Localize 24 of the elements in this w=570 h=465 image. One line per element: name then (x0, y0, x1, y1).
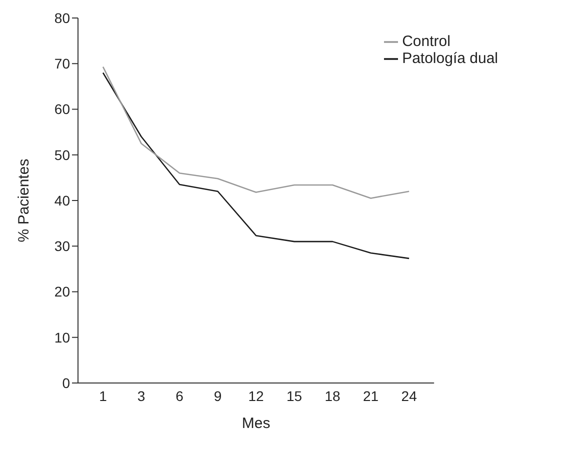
x-tick-label: 6 (176, 388, 184, 404)
y-tick-label: 80 (54, 10, 70, 26)
x-tick-label: 21 (363, 388, 379, 404)
x-tick-label: 3 (137, 388, 146, 404)
x-axis-title: Mes (242, 415, 270, 432)
y-tick-label: 20 (54, 284, 70, 300)
x-tick-label: 1 (99, 388, 108, 404)
legend-label: Control (402, 33, 450, 50)
line-series (102, 66, 410, 199)
y-tick-label: 50 (54, 146, 70, 163)
y-axis-title: % Pacientes (15, 158, 32, 242)
x-tick-label: 12 (248, 388, 264, 404)
legend-label: Patología dual (402, 50, 498, 67)
y-tick-label: 10 (54, 329, 70, 346)
y-tick-label: 30 (54, 238, 70, 254)
x-tick-label: 18 (324, 388, 341, 404)
line-series (102, 72, 410, 260)
x-tick-label: 15 (286, 388, 302, 404)
y-tick-label: 60 (54, 101, 70, 118)
x-tick-label: 9 (214, 388, 222, 404)
y-tick-label: 40 (54, 192, 70, 208)
y-tick-label: 70 (54, 56, 70, 72)
x-tick-label: 24 (401, 388, 418, 404)
y-tick-label: 0 (62, 374, 70, 391)
